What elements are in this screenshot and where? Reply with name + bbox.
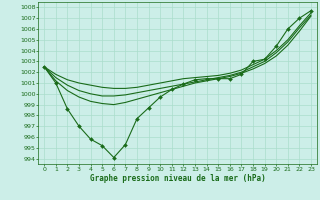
X-axis label: Graphe pression niveau de la mer (hPa): Graphe pression niveau de la mer (hPa) <box>90 174 266 183</box>
